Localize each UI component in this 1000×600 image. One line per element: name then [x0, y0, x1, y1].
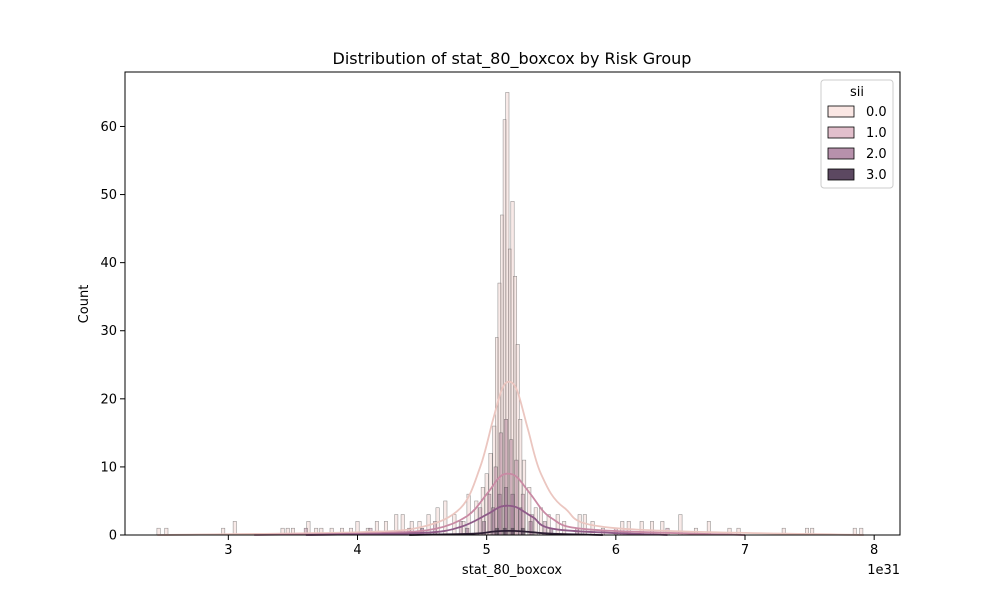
- histogram-bar-sii-2.0: [504, 487, 508, 536]
- legend: sii 0.0 1.0 2.0 3.0: [820, 79, 894, 189]
- legend-swatch-1.0: [827, 126, 855, 139]
- bars-layer: [156, 92, 864, 536]
- legend-entries: 0.0 1.0 2.0 3.0: [827, 105, 887, 183]
- x-axis-label: stat_80_boxcox: [462, 563, 562, 578]
- kde-curve-sii-2.0: [305, 504, 668, 536]
- histogram-bar-sii-0.0: [452, 514, 457, 536]
- legend-label-0.0: 0.0: [866, 105, 887, 120]
- histogram-bar-sii-0.0: [562, 521, 567, 536]
- histogram-bar-sii-0.0: [859, 527, 864, 536]
- y-axis-ticks: 0 10 20 30 40 50 60: [100, 120, 125, 544]
- x-tick-label: 8: [870, 543, 878, 558]
- legend-swatch-3.0: [827, 168, 855, 181]
- legend-label-1.0: 1.0: [866, 126, 887, 141]
- x-tick-label: 5: [483, 543, 491, 558]
- legend-swatch-0.0: [827, 105, 855, 118]
- x-axis-ticks: 3 4 5 6 7 8: [224, 535, 878, 558]
- histogram-bar-sii-1.0: [458, 521, 463, 536]
- chart-title: Distribution of stat_80_boxcox by Risk G…: [333, 49, 692, 69]
- y-tick-label: 50: [100, 188, 117, 203]
- x-tick-label: 7: [741, 543, 749, 558]
- kde-layer: [157, 380, 864, 536]
- kde-curve-sii-0.0: [157, 380, 864, 536]
- kde-curve-sii-3.0: [409, 530, 603, 536]
- legend-title: sii: [850, 85, 864, 100]
- histogram-bar-sii-1.0: [514, 459, 519, 536]
- y-tick-label: 30: [100, 324, 117, 339]
- histogram-bar-sii-0.0: [164, 527, 169, 536]
- histogram-bar-sii-0.0: [538, 507, 543, 536]
- x-tick-label: 6: [612, 543, 620, 558]
- histogram-bar-sii-0.0: [555, 514, 560, 536]
- kde-curve-sii-1.0: [254, 472, 746, 536]
- y-axis-label: Count: [77, 285, 92, 324]
- y-tick-label: 10: [100, 460, 117, 475]
- plot-frame: [124, 71, 901, 536]
- x-tick-label: 4: [353, 543, 361, 558]
- legend-swatch-2.0: [827, 147, 855, 160]
- legend-label-2.0: 2.0: [866, 147, 887, 162]
- y-tick-label: 40: [100, 256, 117, 271]
- histogram-bar-sii-0.0: [156, 527, 161, 536]
- x-tick-label: 3: [224, 543, 232, 558]
- y-tick-label: 20: [100, 392, 117, 407]
- y-tick-label: 60: [100, 120, 117, 135]
- y-tick-label: 0: [109, 529, 117, 544]
- histogram-bar-sii-0.0: [232, 521, 237, 536]
- histogram-bar-sii-1.0: [478, 507, 483, 536]
- x-axis-offset-label: 1e31: [867, 563, 900, 578]
- legend-label-3.0: 3.0: [866, 168, 887, 183]
